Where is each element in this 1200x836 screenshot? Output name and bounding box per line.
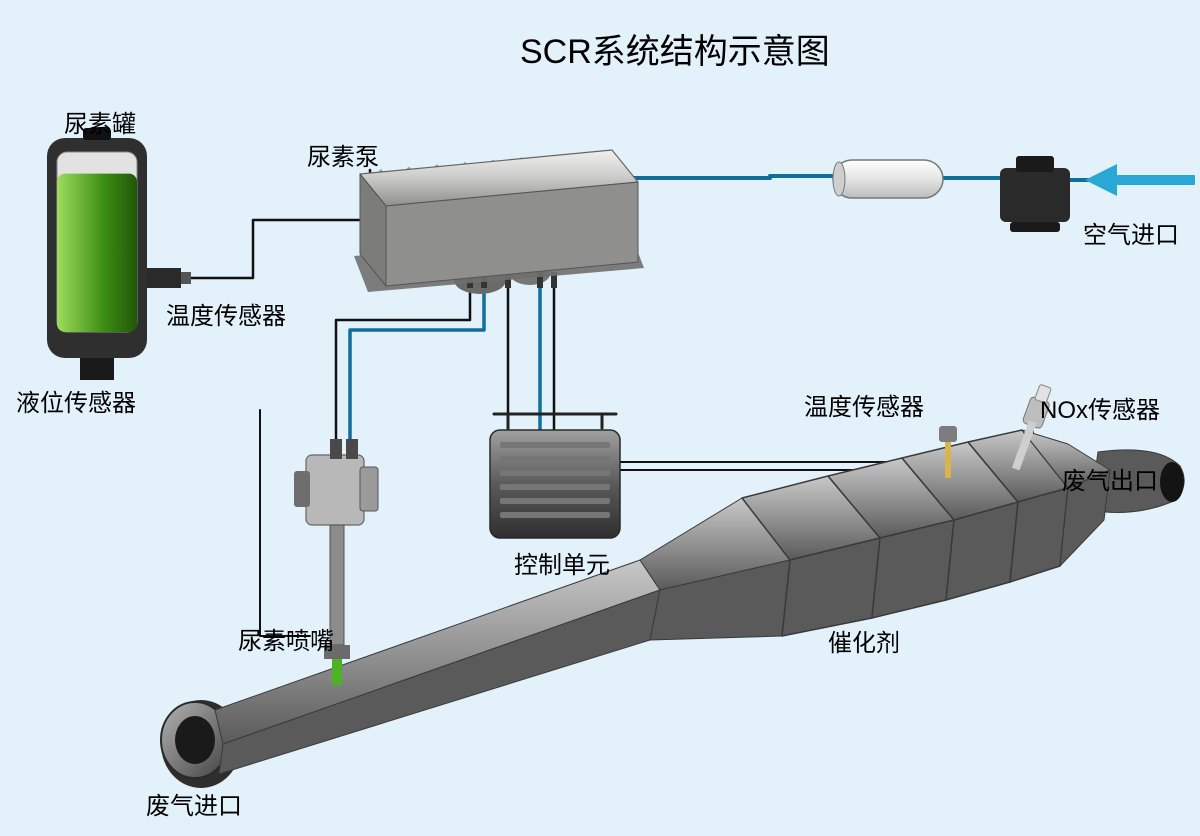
diagram-svg (0, 0, 1200, 836)
diagram-title: SCR系统结构示意图 (520, 24, 830, 73)
label-exhaust-out: 废气出口 (1062, 461, 1158, 496)
conn-controlunit_to_nox (620, 420, 1033, 462)
label-temp-sensor-2: 温度传感器 (804, 387, 924, 422)
label-urea-nozzle: 尿素喷嘴 (238, 621, 334, 656)
control-unit-icon (490, 430, 620, 538)
scr-diagram-canvas: SCR系统结构示意图 尿素罐 尿素泵 温度传感器 液位传感器 尿素喷嘴 废气进口… (0, 0, 1200, 836)
label-urea-tank: 尿素罐 (64, 104, 136, 139)
label-nox-sensor: NOx传感器 (1040, 390, 1160, 425)
label-control-unit: 控制单元 (514, 545, 610, 580)
catalyst-icon (161, 450, 1184, 788)
conn-controlunit_to_tempsensor (620, 435, 948, 470)
urea-pump-icon (380, 158, 557, 294)
label-air-in: 空气进口 (1083, 215, 1179, 250)
conn-pump_to_air_teal_top (615, 176, 833, 178)
label-level-sensor: 液位传感器 (16, 383, 136, 418)
conn-nozzle_bracket_left (260, 410, 310, 636)
conn-pump_down_to_nozzle_black (336, 278, 470, 450)
label-catalyst: 催化剂 (828, 623, 900, 658)
temp-sensor-catalyst-icon (939, 426, 957, 478)
urea-tank-icon (47, 128, 191, 380)
label-exhaust-in: 废气进口 (146, 786, 242, 821)
label-temp-sensor-1: 温度传感器 (166, 296, 286, 331)
conn-pump_down_to_nozzle_teal (350, 278, 484, 450)
conn-tank_to_pump_black (147, 170, 370, 278)
label-urea-pump: 尿素泵 (307, 137, 379, 172)
